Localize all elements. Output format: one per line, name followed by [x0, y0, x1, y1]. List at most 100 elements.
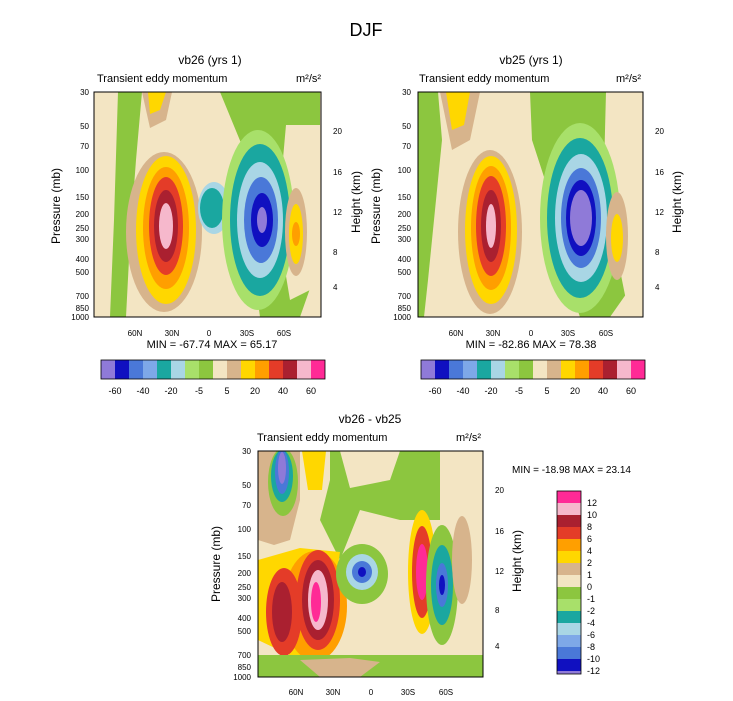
contour-field — [418, 92, 643, 317]
y-tick-label: 700 — [76, 292, 90, 301]
colorbar-swatch — [557, 599, 581, 611]
colorbar-swatch — [171, 360, 185, 379]
contour-band — [257, 207, 267, 233]
colorbar-label: -4 — [587, 618, 595, 628]
colorbar-swatch — [213, 360, 227, 379]
contour-band — [611, 214, 623, 262]
contour-band — [110, 92, 142, 317]
colorbar-swatch — [557, 563, 581, 575]
colorbar-swatch — [101, 360, 115, 379]
contour-band — [390, 544, 406, 600]
y2-axis-label: Height (km) — [510, 530, 524, 592]
colorbar-label: 20 — [570, 386, 580, 396]
y-axis-label: Pressure (mb) — [369, 168, 383, 244]
y-axis-label: Pressure (mb) — [209, 526, 223, 602]
y2-tick-label: 4 — [333, 283, 338, 292]
y-tick-label: 30 — [80, 88, 89, 97]
colorbar-swatch — [557, 635, 581, 647]
y2-tick-label: 16 — [333, 168, 342, 177]
x-tick-label: 60S — [599, 329, 613, 338]
colorbar-swatch — [297, 360, 311, 379]
y2-tick-label: 12 — [495, 567, 504, 576]
colorbar-label: -6 — [587, 630, 595, 640]
y-tick-label: 400 — [398, 255, 412, 264]
x-tick-label: 30S — [561, 329, 575, 338]
colorbar-swatch — [185, 360, 199, 379]
y-tick-label: 850 — [76, 304, 90, 313]
y-tick-label: 100 — [76, 166, 90, 175]
x-tick-label: 0 — [369, 688, 374, 697]
panel-title: vb26 - vb25 — [339, 412, 402, 426]
y-tick-label: 50 — [80, 122, 89, 131]
colorbar-swatch — [269, 360, 283, 379]
panel-left-label: Transient eddy momentum — [97, 73, 227, 85]
colorbar-frame — [556, 490, 582, 675]
y-tick-label: 30 — [242, 447, 251, 456]
x-tick-label: 30N — [326, 688, 341, 697]
colorbar-frame — [100, 359, 326, 380]
colorbar-swatch — [561, 360, 575, 379]
colorbar-swatch — [575, 360, 589, 379]
min-max-label: MIN = -67.74 MAX = 65.17 — [147, 339, 278, 351]
y2-ticks: 20 16 12 8 4 — [495, 486, 504, 651]
colorbar-label: 60 — [306, 386, 316, 396]
x-tick-label: 60S — [439, 688, 453, 697]
y2-tick-label: 16 — [495, 527, 504, 536]
colorbar-swatch — [115, 360, 129, 379]
x-tick-label: 30S — [401, 688, 415, 697]
colorbar-frame — [420, 359, 646, 380]
colorbar-label: 40 — [278, 386, 288, 396]
colorbar-label: 2 — [587, 558, 592, 568]
colorbar-swatch — [557, 659, 581, 671]
y2-tick-label: 8 — [333, 248, 338, 257]
colorbar-label: 5 — [224, 386, 229, 396]
colorbar-label: -10 — [587, 654, 600, 664]
y-tick-label: 200 — [238, 569, 252, 578]
y-tick-label: 500 — [76, 268, 90, 277]
y-tick-label: 300 — [398, 235, 412, 244]
x-tick-label: 60N — [449, 329, 464, 338]
x-tick-label: 60S — [277, 329, 291, 338]
x-ticks: 60N 30N 0 30S 60S — [128, 329, 291, 338]
contour-band — [148, 92, 166, 114]
y2-tick-label: 16 — [655, 168, 664, 177]
colorbar-swatch — [603, 360, 617, 379]
x-tick-label: 0 — [529, 329, 534, 338]
colorbar-swatch — [557, 539, 581, 551]
y-tick-label: 500 — [398, 268, 412, 277]
colorbar-swatch — [241, 360, 255, 379]
x-tick-label: 60N — [128, 329, 143, 338]
colorbar-label: 60 — [626, 386, 636, 396]
contour-band — [570, 190, 592, 246]
colorbar-swatch — [157, 360, 171, 379]
y2-tick-label: 12 — [655, 208, 664, 217]
colorbar-swatch — [589, 360, 603, 379]
units-label: m²/s² — [616, 73, 641, 85]
colorbar-label: -5 — [515, 386, 523, 396]
colorbar-swatch — [255, 360, 269, 379]
contour-band — [418, 92, 442, 317]
colorbar-swatch — [129, 360, 143, 379]
colorbar-swatch — [557, 575, 581, 587]
y-tick-label: 700 — [238, 651, 252, 660]
y-tick-label: 1000 — [71, 313, 89, 322]
panel-title: vb25 (yrs 1) — [499, 53, 562, 67]
contour-band — [486, 204, 496, 248]
plot-frame — [417, 91, 644, 318]
colorbar-swatch — [557, 587, 581, 599]
y-tick-label: 250 — [76, 224, 90, 233]
colorbar-swatch — [435, 360, 449, 379]
y-tick-label: 250 — [398, 224, 412, 233]
y2-tick-label: 20 — [333, 127, 342, 136]
plot-frame — [257, 450, 484, 678]
colorbar-label: 8 — [587, 522, 592, 532]
colorbar-label: -60 — [108, 386, 121, 396]
contour-band — [358, 567, 366, 577]
y-tick-label: 100 — [398, 166, 412, 175]
colorbar: -60 -40 -20 -5 5 20 40 60 — [420, 359, 646, 396]
y-tick-label: 500 — [238, 627, 252, 636]
x-tick-label: 30N — [165, 329, 180, 338]
contour-band — [439, 575, 445, 595]
colorbar-swatch — [557, 527, 581, 539]
y-tick-label: 70 — [80, 142, 89, 151]
